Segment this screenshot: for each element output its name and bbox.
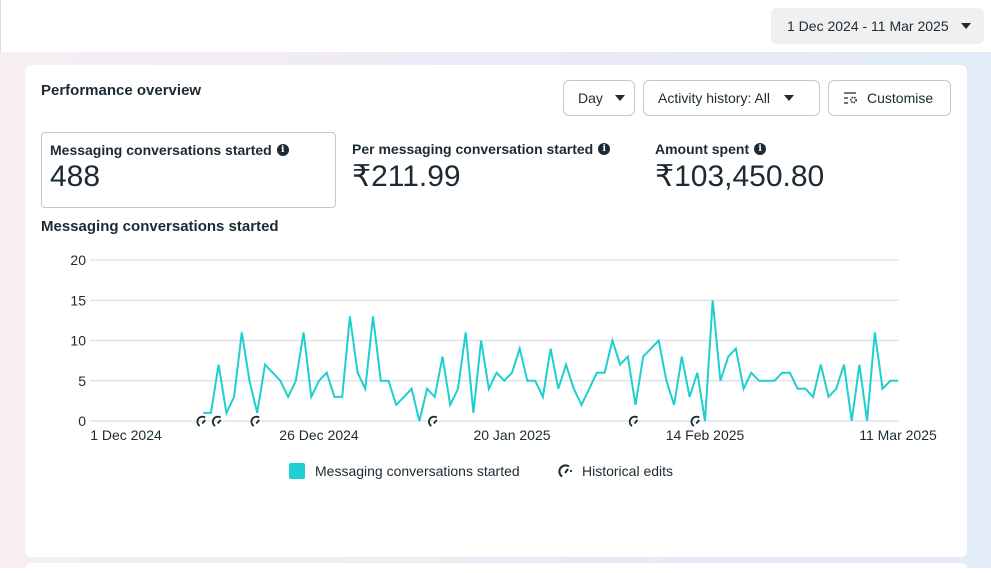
legend-label: Historical edits <box>582 463 673 479</box>
x-tick-label: 14 Feb 2025 <box>666 427 745 443</box>
series-line <box>203 300 898 421</box>
legend-swatch <box>289 463 305 479</box>
x-tick-label: 1 Dec 2024 <box>90 427 162 443</box>
y-tick-label: 20 <box>70 252 86 268</box>
legend-item-historical-edits[interactable]: Historical edits <box>558 463 673 479</box>
legend-item-series[interactable]: Messaging conversations started <box>289 463 520 479</box>
y-tick-label: 5 <box>78 373 86 389</box>
y-tick-label: 10 <box>70 333 86 349</box>
historical-edit-icon <box>558 463 574 479</box>
x-tick-label: 20 Jan 2025 <box>473 427 550 443</box>
y-tick-label: 0 <box>78 413 86 429</box>
y-tick-label: 15 <box>70 292 86 308</box>
x-tick-label: 11 Mar 2025 <box>859 427 937 443</box>
x-tick-label: 26 Dec 2024 <box>279 427 359 443</box>
legend-label: Messaging conversations started <box>315 463 520 479</box>
